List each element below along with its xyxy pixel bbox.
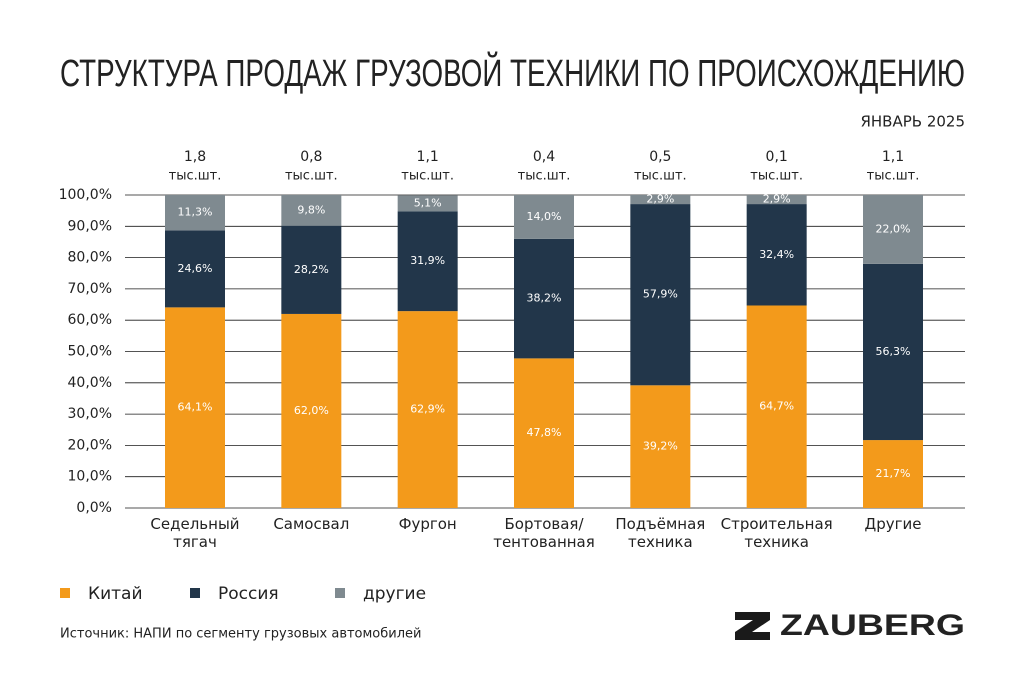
value-label: 14,0% [527,210,562,223]
legend-label: Китай [88,584,143,604]
value-label: 28,2% [294,263,329,276]
bar-segment [514,358,574,508]
x-tick-label: Подъёмная техника [615,515,706,551]
y-tick-label: 10,0% [68,469,112,485]
bar-segment [397,311,458,508]
value-label: 56,3% [876,345,911,358]
bar-segment [746,195,807,205]
value-label: 2,9% [763,193,791,206]
bar-segment [630,195,691,205]
bar-segment [746,305,807,508]
total-label: 0,8 [300,149,322,165]
legend-swatch [190,588,200,598]
y-tick-label: 40,0% [68,375,112,391]
total-unit: тыс.шт. [401,169,454,184]
chart-subtitle: ЯНВАРЬ 2025 [860,113,965,131]
total-label: 0,1 [766,149,788,165]
bar-segment [746,204,807,306]
bar-segment [165,195,225,231]
bar-segment [863,440,923,508]
total-label: 1,1 [417,149,439,165]
value-label: 64,7% [759,400,794,413]
value-label: 22,0% [876,222,911,235]
bar-segment [514,238,574,359]
legend-label: Россия [218,584,279,604]
x-tick-label: Другие [864,515,922,533]
bar-segment [863,263,923,441]
y-tick-label: 70,0% [68,281,112,297]
value-label: 38,2% [527,292,562,305]
y-tick-label: 30,0% [68,406,112,422]
legend-swatch [335,588,345,598]
source: Источник: НАПИ по сегменту грузовых авто… [60,627,422,642]
legend-label: другие [363,584,426,604]
y-tick-label: 80,0% [68,250,112,266]
value-label: 62,9% [410,403,445,416]
total-unit: тыс.шт. [750,169,803,184]
total-label: 1,8 [184,149,206,165]
legend-swatch [60,588,70,598]
value-label: 9,8% [297,203,325,216]
bar-segment [281,225,342,314]
value-label: 32,4% [759,248,794,261]
value-label: 5,1% [414,196,442,209]
value-label: 64,1% [178,401,213,414]
x-tick-label: Строительная техника [720,515,833,551]
y-tick-label: 100,0% [59,187,112,203]
y-tick-label: 20,0% [68,437,112,453]
y-tick-label: 50,0% [68,344,112,360]
y-tick-label: 90,0% [68,218,112,234]
bar-segment [397,195,458,212]
total-unit: тыс.шт. [634,169,687,184]
bar-segment [397,211,458,312]
bar-segment [281,195,342,226]
logo-icon [735,612,770,640]
bar-segment [630,204,691,386]
value-label: 24,6% [178,262,213,275]
x-tick-label: Седельный тягач [150,515,240,551]
y-tick-label: 60,0% [68,312,112,328]
value-label: 62,0% [294,404,329,417]
total-unit: тыс.шт. [285,169,338,184]
x-tick-label: Бортовая/ тентованная [493,515,595,551]
total-unit: тыс.шт. [518,169,571,184]
total-unit: тыс.шт. [867,169,920,184]
bar-segment [165,307,225,508]
y-tick-label: 0,0% [76,500,112,516]
bar-segment [514,195,574,239]
value-label: 47,8% [527,426,562,439]
total-label: 1,1 [882,149,904,165]
total-label: 0,5 [649,149,671,165]
x-tick-label: Фургон [398,515,457,533]
bar-segment [165,230,225,308]
bar-segment [863,195,923,264]
total-label: 0,4 [533,149,555,165]
value-label: 11,3% [178,206,213,219]
value-label: 31,9% [410,254,445,267]
total-unit: тыс.шт. [169,169,222,184]
value-label: 21,7% [876,467,911,480]
value-label: 39,2% [643,440,678,453]
bar-segment [281,313,342,508]
x-tick-label: Самосвал [273,515,350,533]
value-label: 2,9% [646,193,674,206]
value-label: 57,9% [643,288,678,301]
bar-segment [630,385,691,508]
brand: ZAUBERG [780,609,965,642]
chart-title: СТРУКТУРА ПРОДАЖ ГРУЗОВОЙ ТЕХНИКИ ПО ПРО… [60,50,965,95]
